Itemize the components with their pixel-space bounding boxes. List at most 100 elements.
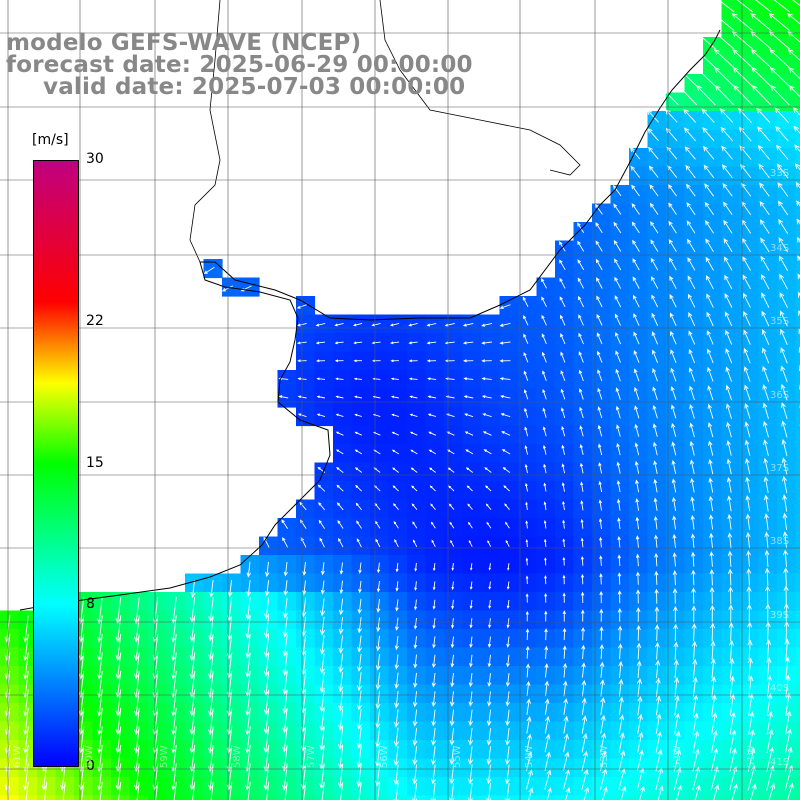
wind-arrow (542, 444, 547, 455)
wind-arrow (391, 449, 400, 455)
wind-arrow (760, 237, 770, 253)
wind-arrow (78, 726, 85, 754)
wind-arrow (505, 727, 511, 746)
wind-arrow (544, 645, 549, 659)
wind-arrow (375, 635, 381, 652)
wind-arrow (766, 746, 774, 772)
wind-arrow (731, 31, 753, 50)
wind-arrow (543, 520, 547, 529)
wind-arrow (599, 536, 603, 548)
wind-arrow (356, 690, 362, 711)
wind-arrow (482, 413, 492, 418)
wind-arrow (725, 348, 733, 364)
wind-arrow (635, 498, 640, 511)
wind-arrow (297, 395, 307, 399)
speed-cell (684, 795, 704, 800)
wind-arrow (710, 747, 719, 772)
wind-arrow (787, 782, 794, 800)
wind-arrow (354, 413, 362, 418)
wind-arrow (580, 518, 584, 529)
wind-arrow (778, 255, 788, 271)
wind-arrow (652, 367, 658, 382)
wind-arrow (657, 785, 664, 800)
wind-arrow (375, 745, 381, 768)
wind-arrow (577, 277, 584, 289)
wind-arrow (431, 539, 436, 548)
wind-arrow (118, 781, 122, 800)
wind-arrow (686, 183, 696, 197)
wind-arrow (25, 781, 29, 800)
wind-arrow (338, 672, 344, 693)
wind-arrow (376, 617, 381, 633)
wind-arrow (741, 237, 751, 253)
wind-arrow (171, 652, 177, 680)
wind-arrow (618, 714, 625, 734)
wind-arrow (467, 503, 473, 510)
wind-arrow (756, 107, 771, 123)
wind-arrow (60, 763, 66, 791)
wind-arrow (393, 727, 399, 748)
wind-arrow (559, 296, 566, 308)
wind-arrow (523, 351, 529, 363)
wind-arrow (748, 711, 755, 735)
wind-arrow (281, 519, 289, 529)
wind-arrow (618, 732, 625, 753)
wind-arrow (171, 726, 177, 754)
wind-arrow (543, 538, 547, 547)
wind-arrow (694, 31, 716, 50)
wind-arrow (599, 608, 604, 622)
wind-arrow (729, 747, 737, 772)
wind-arrow (525, 645, 530, 659)
wind-arrow (708, 440, 714, 456)
wind-arrow (469, 581, 473, 590)
wind-arrow (780, 347, 788, 364)
wind-arrow (356, 672, 362, 692)
wind-arrow (748, 693, 754, 716)
wind-arrow (646, 109, 659, 123)
wind-arrow (504, 764, 510, 785)
wind-arrow (488, 563, 491, 571)
wind-arrow (319, 635, 325, 655)
wind-arrow (599, 643, 605, 660)
wind-arrow (744, 384, 751, 401)
wind-arrow (208, 763, 214, 791)
wind-arrow (374, 520, 381, 529)
wind-arrow (748, 675, 754, 698)
wind-arrow (769, 49, 790, 69)
wind-arrow (469, 618, 473, 629)
wind-arrow (784, 728, 792, 754)
wind-arrow (501, 449, 511, 455)
wind-arrow (203, 266, 215, 275)
colorbar-tick-label: 8 (86, 596, 95, 613)
wind-arrow (778, 218, 789, 234)
wind-arrow (765, 603, 771, 623)
speed-cell (795, 703, 800, 723)
wind-arrow (375, 727, 381, 749)
wind-arrow (740, 163, 752, 179)
wind-arrow (544, 698, 550, 715)
wind-arrow (412, 727, 418, 747)
wind-arrow (78, 744, 85, 773)
wind-arrow (725, 403, 732, 419)
wind-arrow (393, 764, 399, 786)
wind-arrow (672, 552, 677, 567)
wind-arrow (171, 707, 177, 736)
wind-arrow (780, 383, 788, 401)
wind-arrow (581, 768, 589, 790)
wind-arrow (481, 322, 493, 327)
wind-arrow (562, 645, 567, 659)
wind-arrow (488, 618, 492, 629)
wind-arrow (581, 644, 586, 660)
wind-arrow (764, 567, 770, 586)
wind-arrow (673, 641, 679, 660)
wind-arrow (796, 236, 800, 243)
wind-arrow (23, 652, 29, 680)
wind-arrow (689, 404, 695, 419)
wind-arrow (483, 449, 492, 455)
wind-arrow (560, 388, 566, 400)
wind-arrow (450, 636, 455, 649)
speed-cell (555, 795, 575, 800)
wind-arrow (760, 255, 770, 271)
wind-arrow (597, 443, 603, 456)
wind-arrow (581, 750, 589, 772)
